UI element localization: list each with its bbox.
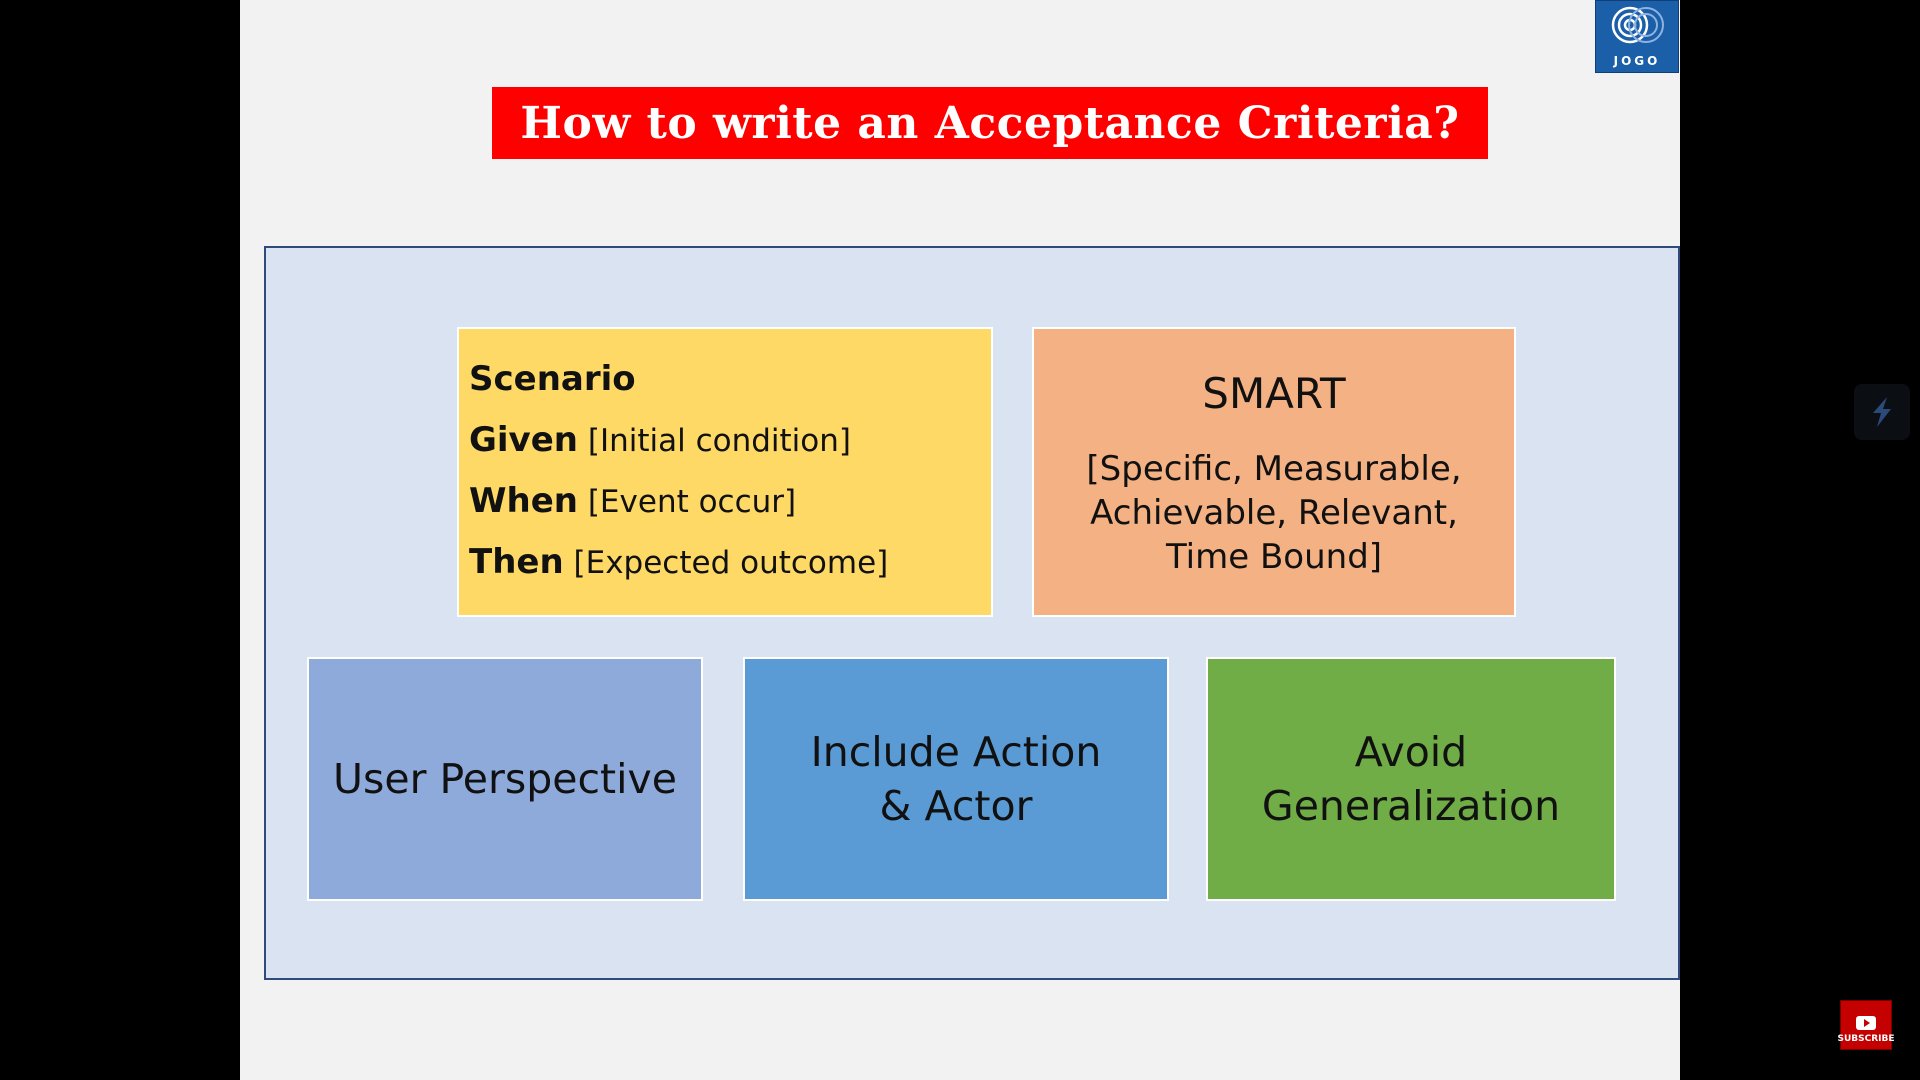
- title-banner: How to write an Acceptance Criteria?: [492, 87, 1488, 159]
- scenario-line-then: Then [Expected outcome]: [469, 542, 991, 603]
- when-keyword: When: [469, 481, 578, 521]
- include-action-actor-box: Include Action & Actor: [743, 657, 1169, 901]
- logo-text: JOGO: [1613, 54, 1661, 68]
- subscribe-label: SUBSCRIBE: [1837, 1034, 1895, 1044]
- when-text: [Event occur]: [577, 484, 797, 520]
- scenario-line-given: Given [Initial condition]: [469, 420, 991, 481]
- smart-title: SMART: [1202, 369, 1346, 418]
- scenario-box: Scenario Given [Initial condition] When …: [457, 327, 993, 617]
- scenario-line-when: When [Event occur]: [469, 481, 991, 542]
- avoid-generalization-box: Avoid Generalization: [1206, 657, 1616, 901]
- given-text: [Initial condition]: [578, 423, 852, 459]
- include-action-actor-label: Include Action & Actor: [810, 728, 1102, 830]
- page-title: How to write an Acceptance Criteria?: [520, 97, 1460, 149]
- user-perspective-box: User Perspective: [307, 657, 703, 901]
- concentric-circles-icon: [1611, 6, 1664, 44]
- play-icon: [1856, 1016, 1876, 1030]
- given-keyword: Given: [469, 420, 578, 460]
- then-text: [Expected outcome]: [563, 545, 889, 581]
- avoid-generalization-label: Avoid Generalization: [1261, 728, 1561, 830]
- scenario-heading: Scenario: [469, 359, 636, 399]
- jogo-logo: JOGO: [1595, 0, 1679, 73]
- then-keyword: Then: [469, 542, 564, 582]
- smart-description: [Specific, Measurable, Achievable, Relev…: [1086, 449, 1462, 577]
- content-frame: Scenario Given [Initial condition] When …: [264, 246, 1680, 980]
- smart-box: SMART [Specific, Measurable, Achievable,…: [1032, 327, 1516, 617]
- slide: JOGO How to write an Acceptance Criteria…: [240, 0, 1680, 1080]
- lightning-icon: [1873, 397, 1891, 427]
- subscribe-button[interactable]: SUBSCRIBE: [1837, 1000, 1895, 1050]
- user-perspective-label: User Perspective: [333, 755, 677, 803]
- side-overlay-button[interactable]: [1854, 384, 1910, 440]
